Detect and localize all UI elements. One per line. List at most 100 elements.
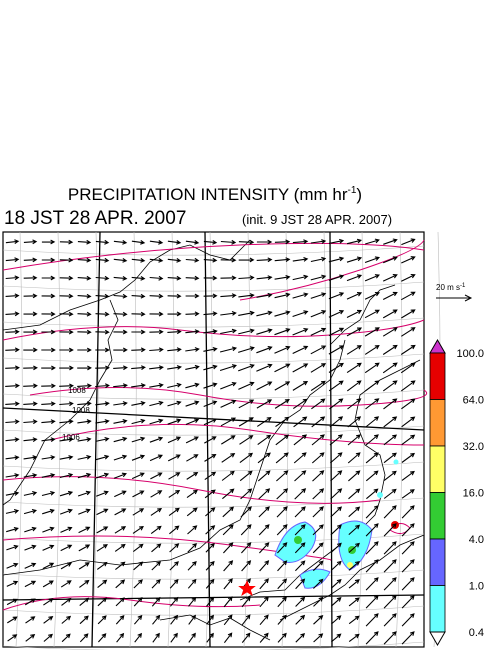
wind-arrow: [167, 347, 182, 352]
wind-arrow: [41, 401, 56, 407]
wind-arrow: [186, 489, 198, 499]
wind-arrow: [223, 596, 233, 608]
wind-arrow: [167, 436, 182, 444]
wind-arrow: [258, 506, 270, 518]
wind-arrow: [23, 401, 38, 407]
wind-arrow: [131, 436, 146, 443]
graticule-line: [53, 231, 61, 648]
wind-arrow: [238, 346, 255, 353]
wind-arrow: [41, 455, 56, 460]
wind-arrow: [257, 470, 271, 482]
vector-scale-arrow: [436, 294, 473, 302]
wind-arrow: [256, 346, 273, 354]
wind-arrow: [23, 257, 38, 263]
wind-arrow: [312, 560, 324, 572]
wind-arrow: [5, 437, 20, 443]
wind-arrow: [131, 472, 145, 480]
wind-arrow: [131, 293, 146, 299]
wind-arrow: [5, 491, 20, 496]
wind-arrow: [95, 419, 110, 424]
wind-arrow: [256, 416, 272, 427]
wind-arrow: [132, 525, 144, 534]
wind-arrow: [115, 561, 126, 571]
contour-label: 1008: [68, 386, 86, 395]
wind-arrow: [292, 256, 309, 262]
wind-arrow: [150, 472, 163, 480]
wind-arrow: [401, 595, 415, 609]
wind-arrow: [328, 309, 345, 318]
wind-arrow: [97, 597, 107, 607]
wind-arrow: [364, 274, 380, 282]
wind-arrow: [95, 257, 110, 263]
graticule-line: [2, 317, 425, 328]
wind-arrow: [133, 597, 143, 607]
wind-arrow: [295, 614, 306, 625]
wind-arrow: [77, 401, 92, 407]
wind-arrow: [23, 473, 38, 478]
wind-arrow: [42, 580, 54, 588]
wind-arrow: [95, 383, 110, 389]
wind-arrow: [42, 562, 55, 570]
wind-arrow: [188, 596, 197, 607]
wind-arrow: [96, 544, 108, 552]
wind-arrow: [43, 633, 53, 642]
wind-arrow: [188, 632, 196, 643]
wind-arrow: [170, 614, 179, 625]
graticule-line: [395, 231, 403, 648]
precip-area: [338, 520, 373, 571]
wind-arrow: [346, 238, 363, 245]
wind-arrow: [277, 632, 287, 643]
wind-arrow: [293, 416, 308, 428]
wind-arrow: [274, 310, 291, 317]
wind-arrow: [330, 597, 342, 607]
wind-arrow: [383, 452, 397, 464]
wind-arrow: [365, 523, 379, 537]
wind-arrow: [42, 508, 55, 515]
wind-arrow: [113, 436, 128, 443]
wind-arrow: [292, 345, 309, 354]
wind-arrow: [116, 632, 125, 643]
wind-arrow: [401, 523, 415, 537]
wind-arrow: [220, 275, 237, 281]
wind-arrow: [167, 400, 182, 407]
wind-arrow: [238, 399, 255, 409]
wind-arrow: [169, 578, 179, 589]
wind-arrow: [149, 400, 164, 407]
wind-arrow: [256, 310, 273, 317]
wind-arrow: [401, 505, 415, 519]
wind-arrow: [276, 506, 288, 518]
wind-arrow: [113, 293, 128, 299]
wind-arrow: [276, 524, 288, 536]
wind-arrow: [95, 454, 110, 461]
wind-arrow: [241, 560, 252, 572]
wind-arrow: [150, 490, 163, 498]
region-lines: [2, 231, 425, 648]
wind-arrow: [131, 257, 146, 263]
wind-arrow: [222, 506, 235, 518]
wind-arrow: [365, 595, 379, 609]
wind-arrow: [95, 293, 110, 299]
wind-arrow: [77, 275, 92, 281]
wind-arrow: [383, 470, 397, 482]
wind-arrow: [203, 382, 218, 389]
wind-arrow: [277, 614, 287, 625]
wind-arrow: [365, 613, 379, 627]
wind-arrow: [132, 508, 145, 516]
wind-arrow: [365, 452, 379, 464]
wind-arrow: [292, 310, 309, 318]
wind-arrow: [113, 257, 128, 263]
wind-arrow: [61, 615, 72, 624]
wind-arrow: [295, 596, 306, 607]
wind-arrow: [24, 598, 36, 606]
wind-arrow: [5, 239, 20, 245]
wind-arrow: [23, 275, 38, 281]
wind-arrow: [59, 293, 74, 299]
wind-arrow: [365, 470, 379, 482]
wind-arrow: [223, 614, 233, 626]
wind-arrow: [41, 311, 56, 317]
wind-arrow: [132, 490, 145, 498]
wind-arrow: [23, 383, 38, 389]
wind-arrow: [151, 596, 161, 607]
wind-arrow: [401, 577, 415, 591]
precip-cell: [294, 536, 302, 544]
